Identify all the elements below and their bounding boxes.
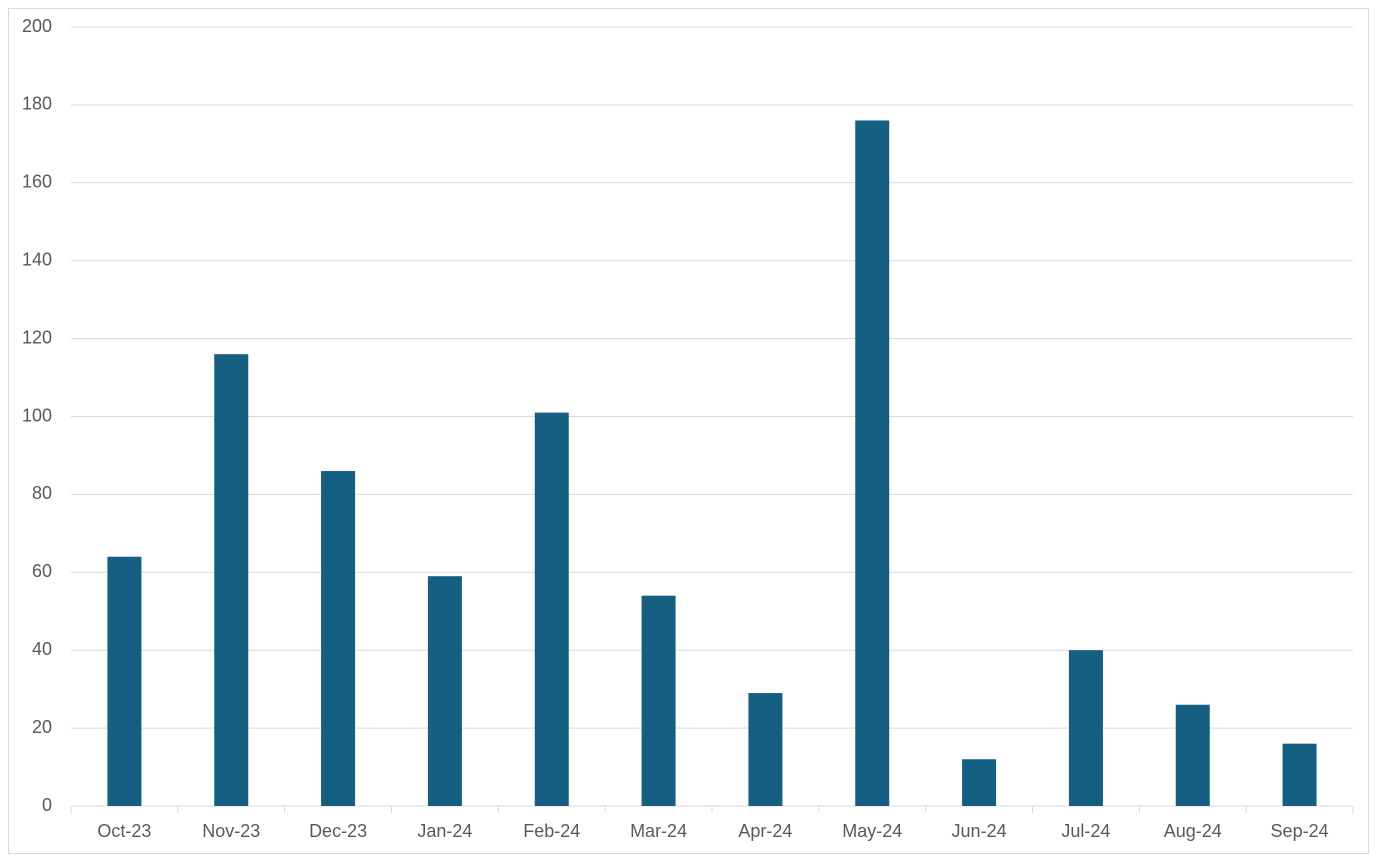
bar (1282, 743, 1317, 806)
bar (962, 759, 997, 806)
x-tick-label: Nov-23 (202, 821, 260, 841)
y-tick-label: 180 (22, 94, 52, 114)
bar (107, 556, 142, 806)
y-tick-label: 200 (22, 16, 52, 36)
bar (214, 354, 249, 806)
x-tick-label: Dec-23 (309, 821, 367, 841)
chart-border (8, 8, 1369, 854)
y-tick-label: 60 (32, 561, 52, 581)
bar (855, 120, 890, 807)
x-tick-label: Apr-24 (738, 821, 792, 841)
x-tick-label: Jul-24 (1061, 821, 1110, 841)
bar (1068, 650, 1103, 806)
y-tick-label: 80 (32, 483, 52, 503)
y-tick-label: 20 (32, 717, 52, 737)
y-tick-label: 100 (22, 405, 52, 425)
y-tick-label: 40 (32, 639, 52, 659)
y-tick-label: 120 (22, 327, 52, 347)
bar (748, 693, 783, 806)
x-tick-label: Mar-24 (630, 821, 687, 841)
x-tick-label: Jan-24 (417, 821, 472, 841)
x-tick-label: Jun-24 (952, 821, 1007, 841)
x-tick-label: May-24 (842, 821, 902, 841)
x-tick-label: Sep-24 (1271, 821, 1329, 841)
bar (427, 576, 462, 806)
x-tick-label: Aug-24 (1164, 821, 1222, 841)
bar (641, 595, 676, 806)
y-tick-label: 160 (22, 172, 52, 192)
bar (1175, 704, 1210, 806)
bar (321, 471, 356, 806)
x-tick-label: Feb-24 (523, 821, 580, 841)
x-tick-label: Oct-23 (97, 821, 151, 841)
y-tick-label: 0 (42, 795, 52, 815)
bar (534, 412, 569, 806)
y-tick-label: 140 (22, 249, 52, 269)
